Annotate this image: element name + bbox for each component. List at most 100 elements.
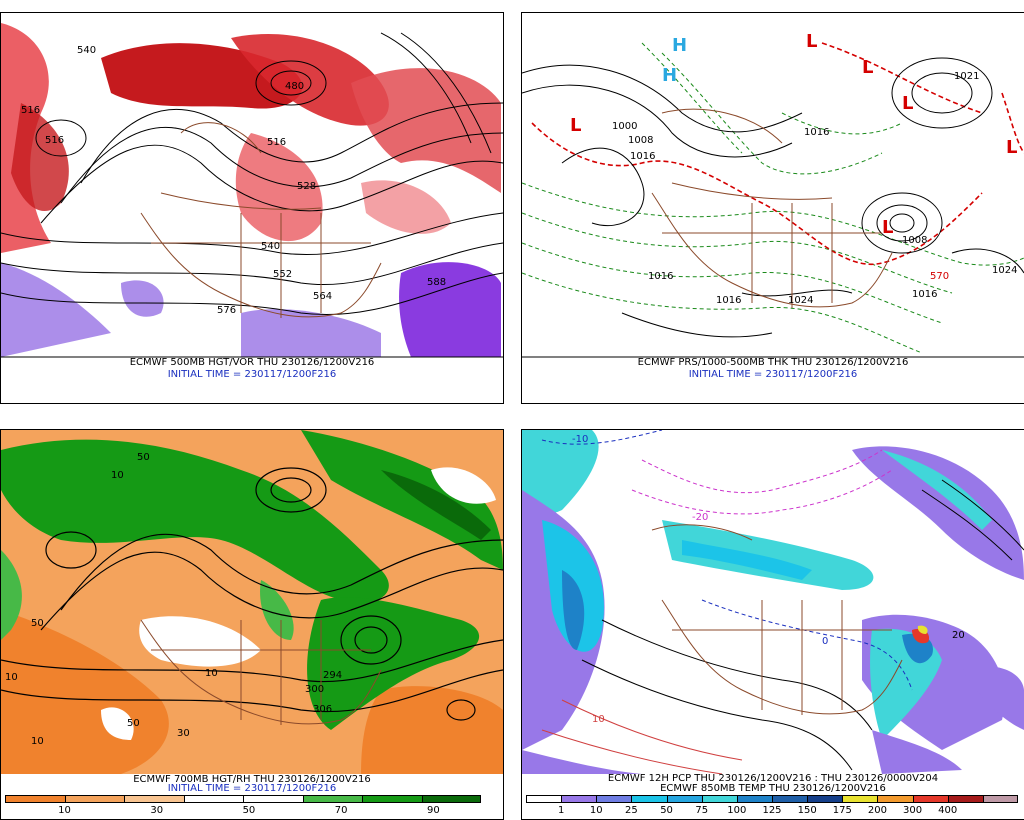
colorbar-tick-label: 1: [557, 805, 565, 816]
caption-main: ECMWF 500MB HGT/VOR THU 230126/1200V216: [129, 357, 375, 368]
isobar-label: 1008: [902, 235, 927, 246]
isobar-label: 1016: [648, 271, 673, 282]
contour-label: 588: [427, 277, 446, 288]
colorbar-swatch: [596, 795, 632, 803]
colorbar-swatch: [772, 795, 808, 803]
colorbar-tick-label: 150: [797, 805, 817, 816]
colorbar-tick-label: 30: [150, 805, 164, 816]
caption-init: INITIAL TIME = 230117/1200F216: [688, 369, 858, 380]
colorbar-swatch: [842, 795, 878, 803]
colorbar-swatch: [631, 795, 667, 803]
low-pressure-marker: L: [1006, 137, 1017, 158]
colorbar-tick-label: 25: [625, 805, 638, 816]
contour-label: 10: [31, 736, 44, 747]
contour-label: 10: [205, 668, 218, 679]
contour-label: 528: [297, 181, 316, 192]
contour-label: 50: [127, 718, 140, 729]
colorbar-swatch: [877, 795, 913, 803]
contour-label: 10: [5, 672, 18, 683]
colorbar-tick-label: 90: [427, 805, 440, 816]
low-pressure-marker: L: [902, 93, 913, 114]
colorbar-tick-label: 75: [695, 805, 709, 816]
contour-label: 10: [111, 470, 124, 481]
colorbar-swatch: [362, 795, 422, 803]
pressure-centers: L L L L L L H H: [570, 31, 1017, 238]
colorbar-tick-label: 50: [660, 805, 673, 816]
contour-labels: 540 516 480 516 528 540 552 564 576 588 …: [21, 45, 446, 316]
contour-label: 576: [217, 305, 236, 316]
colorbar-tick-label: 175: [832, 805, 852, 816]
contour-label: 294: [323, 670, 342, 681]
colorbar-tick-label: 400: [938, 805, 958, 816]
height-contours: [1, 467, 503, 721]
temperature-label: 0: [822, 636, 828, 647]
caption-init: INITIAL TIME = 230117/1200F216: [167, 369, 337, 380]
temperature-label: -10: [572, 434, 588, 445]
high-pressure-marker: H: [672, 35, 687, 56]
contour-label: 50: [31, 618, 44, 629]
colorbar-swatch: [64, 795, 124, 803]
midrange-shading: [101, 467, 496, 740]
map-700mb: 50 10 50 10 10 306 300 294 30 10 50: [1, 430, 503, 774]
geography-lines: [140, 619, 382, 725]
caption-main: ECMWF 12H PCP THU 230126/1200V216 : THU …: [607, 773, 939, 784]
contour-label: 30: [177, 728, 190, 739]
colorbar-swatch: [243, 795, 303, 803]
high-pressure-marker: H: [662, 65, 677, 86]
colorbar-swatch: [526, 795, 562, 803]
colorbar-tick-label: 10: [58, 805, 71, 816]
contour-label: 516: [45, 135, 64, 146]
panel-500mb-hgt-vor: 540 516 480 516 528 540 552 564 576 588 …: [0, 12, 504, 404]
caption-main: ECMWF 700MB HGT/RH THU 230126/1200V216: [133, 774, 371, 785]
colorbar-swatch: [5, 795, 65, 803]
colorbar-swatch: [561, 795, 597, 803]
contour-label: 516: [21, 105, 40, 116]
colorbar-swatch: [947, 795, 983, 803]
isobar-label: 1024: [992, 265, 1017, 276]
isobar-label: 1016: [630, 151, 655, 162]
contour-label: 306: [313, 704, 332, 715]
height-contours: [1, 32, 503, 316]
colorbar-tick-label: 300: [903, 805, 923, 816]
colorbar-tick-label: 100: [727, 805, 747, 816]
contour-labels: 50 10 50 10 10 306 300 294 30 10 50: [5, 452, 342, 747]
colorbar-swatch: [183, 795, 243, 803]
isobar-label: 1016: [912, 289, 937, 300]
moist-shading: [1, 430, 503, 730]
isobars: [522, 57, 1024, 338]
colorbar-swatch: [982, 795, 1018, 803]
colorbar-swatch: [736, 795, 772, 803]
vorticity-shading: [1, 23, 501, 357]
colorbar-swatch: [701, 795, 737, 803]
colorbar-swatch: [666, 795, 702, 803]
thickness-label: 570: [930, 271, 949, 282]
colorbar-tick-label: 200: [867, 805, 887, 816]
colorbar-swatch: [807, 795, 843, 803]
contour-label: 50: [137, 452, 150, 463]
colorbar-swatch: [124, 795, 184, 803]
isobar-label: 1024: [788, 295, 813, 306]
thickness-freezing-line: [531, 42, 1024, 266]
contour-label: 552: [273, 269, 292, 280]
temperature-labels: -10 -20 10 20 0: [572, 434, 965, 725]
isobar-label: 1000: [612, 121, 637, 132]
contour-label: 540: [261, 241, 280, 252]
isobar-label: 1016: [716, 295, 741, 306]
contour-label: 480: [285, 81, 304, 92]
isobar-labels: 1000 1008 1016 1016 1024 1016 1016 1024 …: [612, 71, 1017, 306]
map-500mb: 540 516 480 516 528 540 552 564 576 588 …: [1, 13, 503, 358]
pcp-colorbar: 1 10 25 50 75 100 125 150 175 200 300 400: [526, 795, 1018, 817]
colorbar-swatch: [421, 795, 481, 803]
rh-colorbar: 10 30 50 70 90: [5, 795, 481, 817]
temperature-label: 10: [592, 714, 605, 725]
low-pressure-marker: L: [570, 115, 581, 136]
contour-label: 564: [313, 291, 332, 302]
geography-lines: [651, 524, 903, 715]
precip-shading: [522, 430, 1024, 774]
isobar-label: 1021: [954, 71, 979, 82]
low-pressure-marker: L: [882, 217, 893, 238]
colorbar-tick-label: 50: [242, 805, 256, 816]
colorbar-tick-label: 70: [334, 805, 348, 816]
map-prs-thk: L L L L L L H H 1000 1008 1016 1016 1024…: [522, 13, 1024, 358]
panel-prs-thickness: L L L L L L H H 1000 1008 1016 1016 1024…: [521, 12, 1024, 404]
